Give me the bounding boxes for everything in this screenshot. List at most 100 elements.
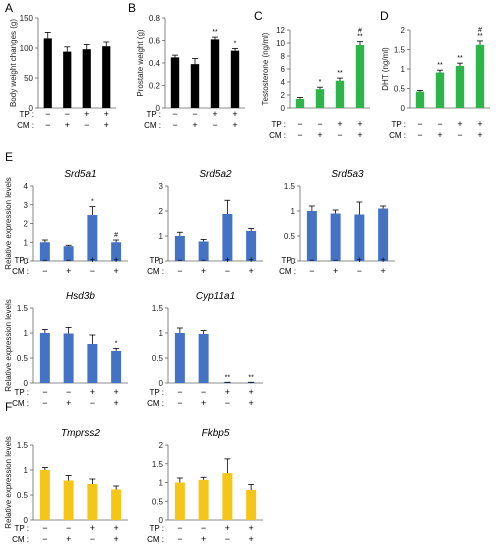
body-weight-ylabel: Body weight changes (g) — [9, 19, 18, 107]
body-weight-ytick-label: 100 — [20, 44, 34, 53]
testosterone-ytick-label: 8 — [281, 52, 286, 61]
fkbp5-tp-sign: − — [201, 523, 206, 533]
cyp11a1-ytick-label: 0 — [159, 379, 164, 388]
srd5a2-tp-sign: − — [201, 255, 206, 265]
srd5a3-bar — [330, 213, 341, 261]
testosterone-cm-sign: − — [297, 130, 302, 140]
body-weight-cm-sign: + — [65, 120, 70, 130]
dht-tp-sign: − — [437, 119, 442, 129]
hsd3b-bar — [87, 344, 98, 383]
prostate-weight-ytick-label: 0.2 — [149, 82, 161, 91]
dht-ytick-label: 0.5 — [394, 85, 406, 94]
srd5a1-bar — [87, 215, 98, 261]
prostate-weight-bar — [210, 39, 220, 108]
prostate-weight-bar — [230, 50, 240, 108]
fkbp5-ytick-label: 1.5 — [152, 460, 164, 469]
dht-bar — [455, 65, 465, 108]
fkbp5-bar — [198, 479, 209, 520]
cyp11a1-cm-label: CM : — [147, 399, 164, 408]
fkbp5-title: Fkbp5 — [202, 428, 230, 439]
srd5a3-ytick-label: 1.5 — [284, 182, 296, 191]
cyp11a1-cm-sign: − — [225, 398, 230, 408]
srd5a1-ytick-label: 0 — [24, 257, 29, 266]
dht-bar — [435, 72, 445, 108]
cyp11a1-cm-sign: + — [248, 398, 253, 408]
hsd3b-cm-label: CM : — [12, 399, 29, 408]
fkbp5-bar — [174, 482, 185, 520]
srd5a1-tp-sign: + — [90, 255, 95, 265]
srd5a2-bar — [198, 241, 209, 261]
tmprss2-cm-sign: − — [90, 534, 95, 544]
srd5a1-significance: # — [114, 232, 118, 239]
prostate-weight-ylabel: Prostate weight (g) — [136, 29, 145, 96]
srd5a2-ytick-label: 0 — [159, 257, 164, 266]
srd5a1-tp-sign: + — [113, 255, 118, 265]
srd5a3-ytick-label: 1 — [291, 207, 296, 216]
testosterone-bar — [295, 98, 305, 108]
tmprss2-cm-sign: − — [42, 534, 47, 544]
hsd3b-tp-sign: − — [66, 387, 71, 397]
hsd3b-title: Hsd3b — [66, 291, 95, 302]
srd5a3-cm-sign: − — [357, 266, 362, 276]
tmprss2-ytick-label: 1 — [24, 466, 29, 475]
dht-ytick-label: 1 — [401, 65, 406, 74]
srd5a2-tp-label: TP : — [149, 256, 164, 265]
fkbp5-tp-sign: + — [248, 523, 253, 533]
hsd3b-tp-sign: + — [90, 387, 95, 397]
body-weight-tp-sign: + — [84, 109, 89, 119]
dht-tp-sign: − — [417, 119, 422, 129]
hsd3b-ytick-label: 0.5 — [17, 354, 29, 363]
fkbp5-cm-sign: + — [201, 534, 206, 544]
srd5a1-ylabel: Relative expression levels — [4, 177, 13, 270]
dht-significance: ** — [477, 33, 483, 40]
tmprss2-tp-sign: − — [42, 523, 47, 533]
hsd3b-ytick-label: 0 — [24, 379, 29, 388]
hsd3b-bar — [39, 333, 50, 383]
srd5a2-ytick-label: 3 — [159, 182, 164, 191]
srd5a3-cm-sign: − — [309, 266, 314, 276]
fkbp5-cm-sign: − — [225, 534, 230, 544]
hsd3b-cm-sign: − — [42, 398, 47, 408]
body-weight-bar — [102, 46, 111, 108]
body-weight-cm-sign: − — [45, 120, 50, 130]
dht-ytick-label: 2 — [401, 26, 406, 35]
dht-cm-sign: − — [417, 130, 422, 140]
tmprss2-bar — [87, 484, 98, 520]
body-weight-ytick-label: 0 — [29, 104, 34, 113]
fkbp5-ytick-label: 0.5 — [152, 497, 164, 506]
cyp11a1-tp-sign: − — [177, 387, 182, 397]
hsd3b-bar — [63, 333, 74, 383]
tmprss2-ytick-label: 0 — [24, 516, 29, 525]
srd5a3-ytick-label: 0.5 — [284, 232, 296, 241]
testosterone-ytick-label: 2 — [281, 91, 286, 100]
tmprss2-bar — [63, 480, 74, 520]
panel-letter-a: A — [5, 1, 13, 15]
testosterone-ytick-label: 12 — [276, 26, 285, 35]
srd5a3-tp-sign: + — [380, 255, 385, 265]
cyp11a1-bar — [222, 382, 233, 383]
dht-ytick-label: 0 — [401, 104, 406, 113]
hsd3b-ytick-label: 1 — [24, 329, 29, 338]
srd5a2-title: Srd5a2 — [199, 169, 232, 180]
srd5a1-ytick-label: 1 — [24, 238, 29, 247]
body-weight-bar — [43, 38, 52, 108]
srd5a3-bar — [354, 214, 365, 261]
prostate-weight-cm-sign: − — [212, 120, 217, 130]
cyp11a1-cm-sign: + — [201, 398, 206, 408]
srd5a1-ytick-label: 2 — [24, 220, 29, 229]
fkbp5-tp-sign: − — [177, 523, 182, 533]
cyp11a1-ytick-label: 1.5 — [152, 304, 164, 313]
fkbp5-ytick-label: 2 — [159, 441, 164, 450]
tmprss2-bar — [39, 470, 50, 520]
prostate-weight-ytick-label: 0.8 — [149, 14, 161, 23]
testosterone-cm-sign: + — [317, 130, 322, 140]
testosterone-tp-sign: + — [337, 119, 342, 129]
srd5a1-bar — [39, 242, 50, 261]
fkbp5-cm-label: CM : — [147, 535, 164, 544]
fkbp5-tp-label: TP : — [149, 524, 164, 533]
srd5a2-cm-sign: + — [248, 266, 253, 276]
srd5a2-bar — [222, 214, 233, 261]
testosterone-bar — [335, 80, 345, 108]
prostate-weight-cm-sign: + — [232, 120, 237, 130]
